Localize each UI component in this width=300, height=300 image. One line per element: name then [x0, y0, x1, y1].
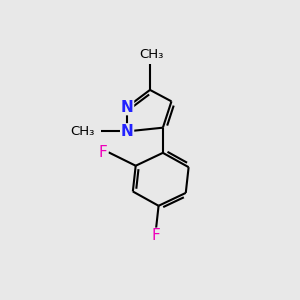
Text: F: F	[151, 228, 160, 243]
Text: CH₃: CH₃	[139, 48, 164, 61]
Text: N: N	[121, 100, 134, 115]
Text: F: F	[99, 145, 108, 160]
Text: N: N	[121, 124, 134, 139]
Text: CH₃: CH₃	[70, 125, 94, 138]
